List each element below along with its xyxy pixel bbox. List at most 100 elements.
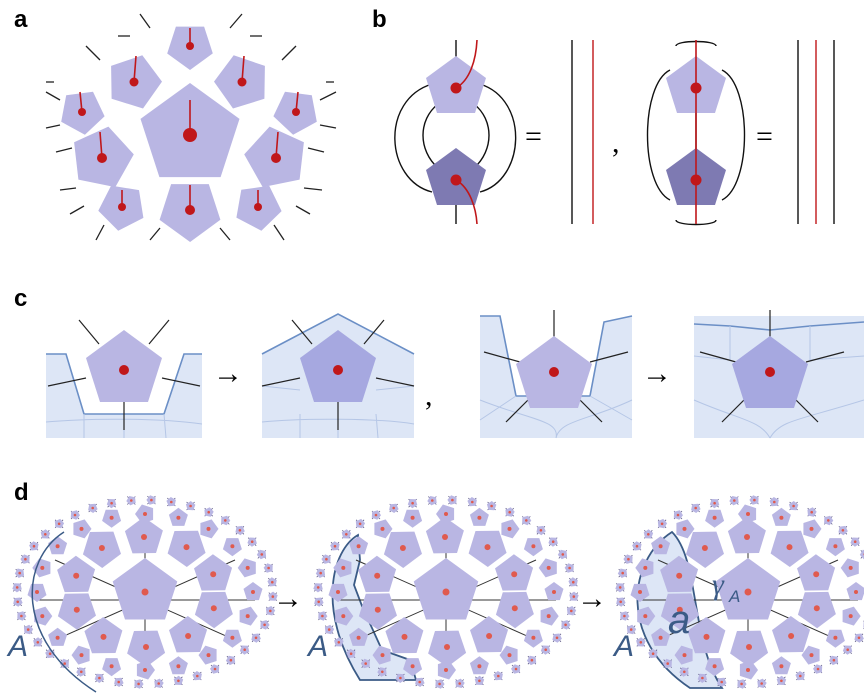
bulk-dot (539, 529, 543, 532)
bulk-dot (337, 641, 341, 644)
minimal-surface-gamma: γ (712, 568, 725, 601)
bulk-dot (16, 600, 20, 604)
isometry-contraction-2 (646, 40, 746, 226)
bulk-dot (40, 614, 45, 619)
bulk-dot (206, 526, 211, 531)
identity-lines (797, 40, 835, 224)
bulk-dot (690, 174, 702, 186)
bulk-dot (514, 667, 518, 671)
bulk-dot (531, 544, 536, 549)
bulk-dot (676, 513, 680, 517)
arrow: → (642, 357, 672, 390)
bulk-dot (141, 534, 147, 540)
bulk-dot (245, 565, 250, 570)
bulk-dot (712, 515, 717, 520)
dangling-leg (55, 147, 73, 153)
bulk-dot (267, 566, 270, 570)
arrow: → (273, 582, 303, 615)
bulk-dot (392, 506, 396, 510)
dangling-leg (273, 224, 285, 241)
bulk-dot (411, 501, 414, 505)
bulk-dot (98, 545, 105, 551)
bulk-dot (292, 108, 300, 116)
dangling-leg (303, 187, 323, 191)
bulk-dot (55, 544, 60, 549)
bulk-dot (809, 653, 814, 658)
bulk-dot (477, 515, 482, 520)
bulk-dot (676, 572, 683, 579)
bulk-region-label-a: a (668, 598, 690, 642)
bulk-dot (827, 519, 830, 522)
bulk-dot (333, 544, 337, 548)
bulk-dot (183, 544, 190, 551)
dangling-leg (149, 227, 161, 241)
bulk-dot (55, 635, 60, 640)
bulk-dot (245, 614, 250, 619)
bulk-dot (651, 652, 655, 655)
bulk-dot (349, 652, 353, 655)
bulk-dot (841, 529, 845, 532)
bulk-dot (546, 614, 551, 619)
bulk-dot (525, 519, 528, 522)
bulk-dot (40, 565, 45, 570)
dangling-leg (295, 205, 311, 215)
bulk-dot (210, 605, 217, 612)
minimal-surface-subscript: A (728, 587, 740, 606)
bulk-dot (720, 680, 723, 684)
bulk-dot (780, 679, 783, 683)
bulk-dot (271, 153, 281, 163)
bulk-dot (647, 533, 650, 536)
bulk-dot (176, 664, 181, 669)
region-label-A: A (306, 630, 328, 663)
bulk-dot (410, 515, 415, 520)
dangling-leg (45, 124, 61, 129)
bulk-dot (676, 606, 683, 613)
bulk-dot (319, 571, 323, 575)
bulk-dot (746, 668, 750, 672)
bulk-dot (224, 519, 227, 522)
bulk-dot (143, 512, 147, 516)
boundary-arc-A (31, 531, 97, 693)
bulk-dot (260, 553, 264, 556)
bulk-dot (110, 501, 113, 505)
bulk-dot (694, 506, 697, 510)
bulk-dot (450, 82, 462, 94)
bulk-dot (507, 526, 512, 531)
bulk-dot (36, 641, 40, 644)
bulk-dot (660, 522, 664, 526)
bulk-dot (341, 565, 346, 570)
bulk-dot (477, 664, 482, 669)
bulk-dot (271, 580, 274, 584)
bulk-dot (213, 667, 217, 671)
bulk-dot (809, 526, 814, 531)
dangling-leg (307, 147, 325, 153)
bulk-dot (57, 522, 61, 526)
bulk-dot (701, 545, 708, 551)
bulk-dot (853, 540, 857, 543)
bulk-dot (418, 680, 422, 684)
bulk-dot (333, 365, 343, 375)
bulk-dot (254, 636, 258, 640)
bulk-dot (78, 108, 86, 116)
bulk-dot (321, 614, 324, 618)
bulk-dot (170, 500, 173, 504)
bulk-dot (746, 512, 750, 516)
isometry-contraction-1 (394, 40, 517, 224)
bulk-dot (374, 572, 381, 579)
bulk-dot (666, 662, 669, 665)
bulk-dot (442, 588, 450, 596)
bulk-dot (109, 515, 114, 520)
bulk-dot (254, 203, 262, 211)
bulk-dot (32, 544, 36, 548)
bulk-dot (511, 605, 518, 612)
bulk-dot (486, 633, 493, 639)
bulk-dot (185, 205, 195, 215)
bulk-dot (80, 670, 83, 674)
comma: , (612, 126, 620, 159)
panel-label-c: c (14, 285, 27, 312)
bulk-dot (438, 682, 441, 686)
bulk-dot (549, 367, 559, 377)
bulk-dot (316, 586, 320, 589)
bulk-dot (374, 513, 378, 517)
bulk-dot (623, 614, 626, 618)
